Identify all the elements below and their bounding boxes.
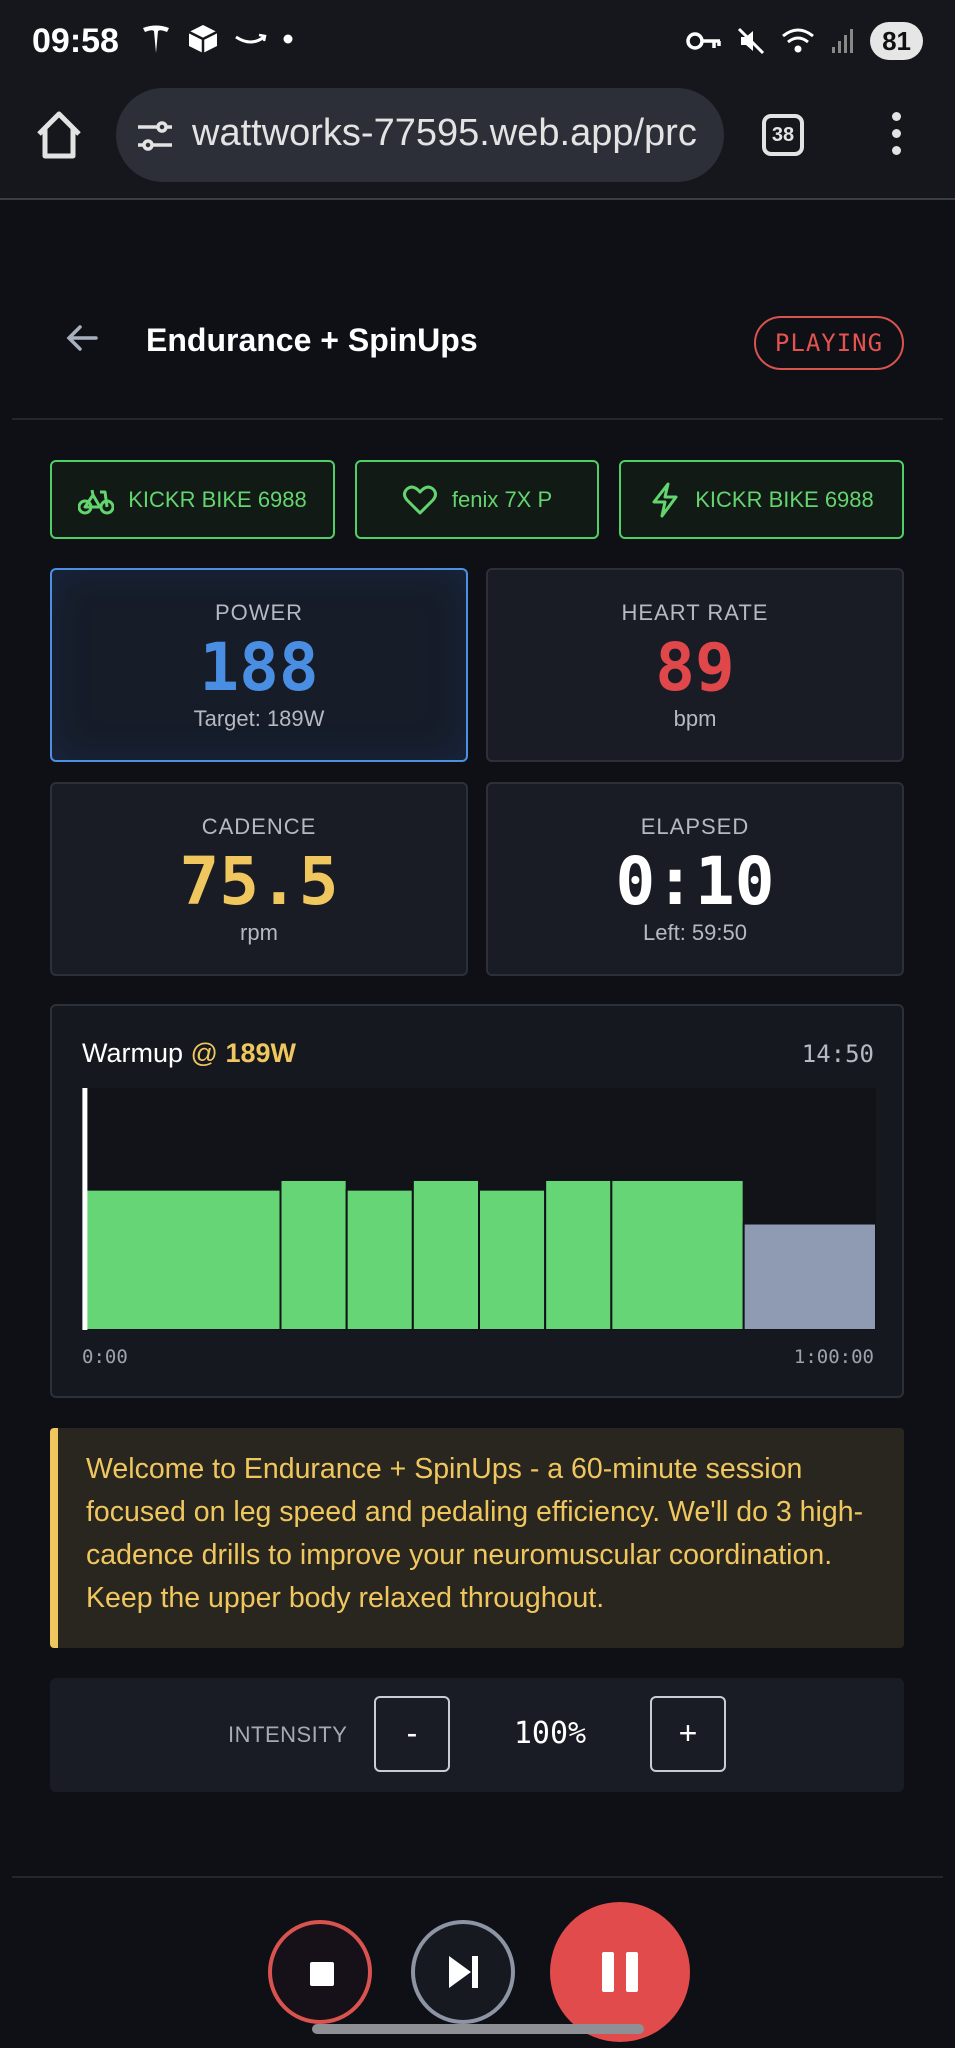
status-bar: 09:58 81 (0, 0, 955, 84)
segment-time-remaining: 14:50 (801, 1040, 874, 1068)
cadence-label: CADENCE (201, 814, 317, 839)
battery-indicator: 81 (870, 22, 923, 60)
workout-description: Welcome to Endurance + SpinUps - a 60-mi… (50, 1428, 904, 1648)
workout-profile-card: Warmup @ 189W 14:50 0:00 1:00:00 (50, 1004, 904, 1398)
description-text: Welcome to Endurance + SpinUps - a 60-mi… (86, 1453, 864, 1614)
skip-next-icon (449, 1956, 478, 1988)
dot-icon (283, 34, 293, 44)
power-target: Target: 189W (193, 706, 325, 731)
stop-icon (310, 1962, 334, 1986)
header-divider (12, 418, 943, 420)
stop-button[interactable] (268, 1920, 372, 2024)
segment-bar-8 (742, 1222, 876, 1330)
intensity-value: 100% (513, 1716, 587, 1751)
elapsed-card: ELAPSED 0:10 Left: 59:50 (486, 782, 904, 976)
intensity-increase-button[interactable]: + (650, 1696, 726, 1772)
segment-at: @ (190, 1038, 218, 1068)
cadence-unit: rpm (240, 920, 278, 945)
site-settings-icon[interactable] (136, 118, 174, 154)
signal-icon (832, 29, 854, 53)
heart-icon (402, 485, 437, 514)
pause-button[interactable] (550, 1902, 690, 2042)
vpn-key-icon (686, 32, 721, 50)
elapsed-label: ELAPSED (640, 814, 750, 839)
segment-name: Warmup (82, 1038, 184, 1068)
elapsed-value: 0:10 (615, 843, 775, 920)
device-chip-label: KICKR BIKE 6988 (128, 486, 307, 512)
device-chip-heart-rate[interactable]: fenix 7X P (355, 460, 599, 539)
browser-toolbar: wattworks-77595.web.app/prc 38 (0, 84, 955, 200)
segment-bar-6 (544, 1178, 613, 1330)
segment-bar-4 (411, 1178, 481, 1330)
bike-icon (78, 489, 115, 514)
segment-bar-5 (478, 1188, 547, 1330)
device-chip-label: fenix 7X P (451, 486, 553, 512)
intensity-label: INTENSITY (228, 1722, 348, 1747)
heart-rate-value: 89 (655, 629, 735, 706)
workout-title: Endurance + SpinUps (146, 322, 478, 358)
segment-bar-3 (345, 1188, 414, 1330)
device-chip-trainer[interactable]: KICKR BIKE 6988 (50, 460, 335, 539)
segment-bar-1 (82, 1188, 282, 1330)
power-label: POWER (214, 600, 304, 625)
heart-rate-unit: bpm (673, 706, 717, 731)
gesture-bar[interactable] (312, 2024, 644, 2034)
power-value: 188 (199, 629, 319, 706)
power-card: POWER 188 Target: 189W (50, 568, 468, 762)
progress-marker (82, 1088, 88, 1330)
time-left: Left: 59:50 (643, 920, 747, 945)
segment-bar-2 (279, 1178, 348, 1330)
url-text[interactable]: wattworks-77595.web.app/prc (192, 112, 697, 154)
tab-switcher-button[interactable]: 38 (762, 114, 804, 156)
package-icon (188, 25, 218, 53)
wifi-icon (782, 28, 815, 53)
segment-target: 189W (225, 1038, 297, 1068)
skip-segment-button[interactable] (411, 1920, 515, 2024)
pause-icon (602, 1952, 614, 1992)
pause-icon-bar (626, 1952, 638, 1992)
workout-profile-chart[interactable] (82, 1088, 876, 1330)
lightning-icon (652, 482, 678, 517)
system-icons: 81 (686, 22, 923, 60)
tesla-icon (143, 25, 169, 53)
intensity-control: INTENSITY - 100% + (50, 1678, 904, 1792)
segment-bar-7 (610, 1178, 745, 1330)
device-chip-label: KICKR BIKE 6988 (695, 486, 874, 512)
current-segment: Warmup @ 189W (82, 1038, 296, 1069)
cadence-card: CADENCE 75.5 rpm (50, 782, 468, 976)
status-badge: PLAYING (754, 316, 904, 370)
cadence-value: 75.5 (179, 843, 339, 920)
address-bar[interactable]: wattworks-77595.web.app/prc (116, 88, 724, 182)
overflow-menu-icon[interactable] (888, 112, 904, 160)
heart-rate-card: HEART RATE 89 bpm (486, 568, 904, 762)
amazon-icon (235, 33, 267, 44)
device-chip-power[interactable]: KICKR BIKE 6988 (619, 460, 904, 539)
axis-end-label: 1:00:00 (793, 1346, 874, 1368)
home-icon[interactable] (34, 108, 84, 162)
axis-start-label: 0:00 (82, 1346, 128, 1368)
heart-rate-label: HEART RATE (621, 600, 769, 625)
back-arrow-icon[interactable] (62, 318, 102, 358)
notification-icons (140, 22, 294, 56)
clock: 09:58 (32, 22, 119, 60)
intensity-decrease-button[interactable]: - (374, 1696, 450, 1772)
mute-icon (738, 27, 765, 55)
controls-divider (12, 1876, 943, 1878)
